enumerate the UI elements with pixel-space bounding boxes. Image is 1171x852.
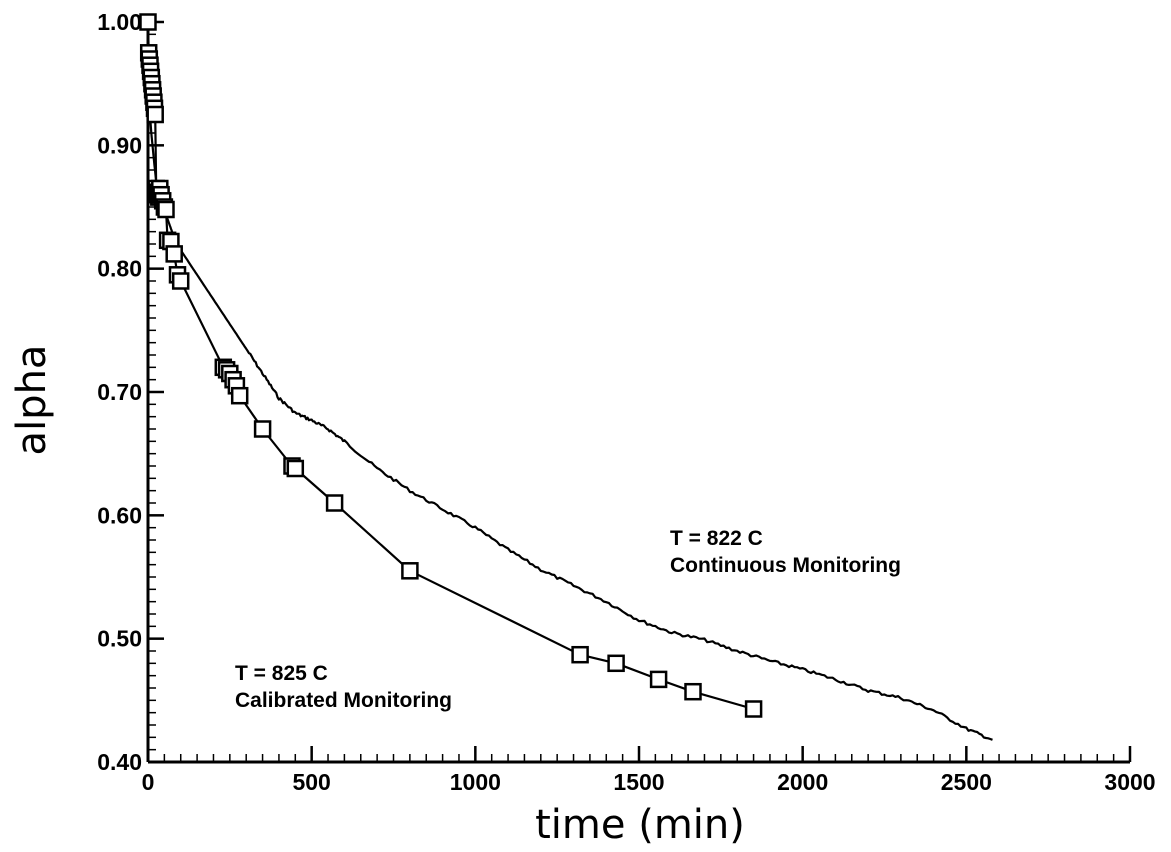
x-tick-label: 2000 xyxy=(777,769,828,795)
annotation-continuous-line1: T = 822 C xyxy=(670,527,763,550)
series-calibrated-point xyxy=(253,420,272,438)
y-tick-label: 0.40 xyxy=(97,749,142,775)
series-calibrated-point xyxy=(171,272,190,290)
series-calibrated-point xyxy=(286,459,305,478)
x-axis-title: time (min) xyxy=(535,802,745,848)
series-calibrated-point xyxy=(157,200,175,219)
annotation-calibrated-line2: Calibrated Monitoring xyxy=(235,689,452,712)
x-tick-label: 500 xyxy=(292,769,330,795)
annotation-calibrated-line1: T = 825 C xyxy=(235,662,328,685)
series-calibrated-point xyxy=(684,682,702,701)
x-tick-label: 1000 xyxy=(450,769,501,795)
y-tick-label: 0.90 xyxy=(97,132,142,158)
x-tick-label: 1500 xyxy=(613,769,664,795)
series-calibrated-point xyxy=(325,494,344,512)
series-calibrated-point xyxy=(571,645,589,664)
y-tick-label: 0.50 xyxy=(97,626,142,652)
series-calibrated-point xyxy=(401,562,419,580)
y-tick-label: 1.00 xyxy=(97,9,142,35)
series-calibrated-line xyxy=(146,21,754,711)
series-calibrated-point xyxy=(744,700,763,718)
annotation-calibrated: T = 825 C Calibrated Monitoring xyxy=(235,662,452,712)
axes xyxy=(146,22,1130,764)
series-calibrated-point xyxy=(146,105,164,124)
series-calibrated-point xyxy=(649,670,668,689)
series-calibrated-point xyxy=(165,245,183,263)
annotation-continuous: T = 822 C Continuous Monitoring xyxy=(670,527,901,577)
ticks xyxy=(146,20,1132,764)
annotation-continuous-line2: Continuous Monitoring xyxy=(670,554,901,577)
y-tick-label: 0.60 xyxy=(97,502,142,528)
series-layer xyxy=(139,13,993,741)
series-calibrated-point xyxy=(230,386,249,405)
y-tick-label: 0.80 xyxy=(97,256,142,282)
series-calibrated-point xyxy=(139,13,157,31)
series-continuous-line xyxy=(146,83,993,741)
tick-labels: 0 500 1000 1500 2000 2500 3000 0.40 0.50 0.60 0.70… xyxy=(97,9,1155,795)
series-calibrated-point xyxy=(607,654,625,673)
y-tick-label: 0.70 xyxy=(97,379,142,405)
y-axis-title: alpha xyxy=(9,345,55,456)
x-tick-label: 3000 xyxy=(1104,769,1155,795)
x-tick-label: 0 xyxy=(142,769,155,795)
x-tick-label: 2500 xyxy=(941,769,992,795)
